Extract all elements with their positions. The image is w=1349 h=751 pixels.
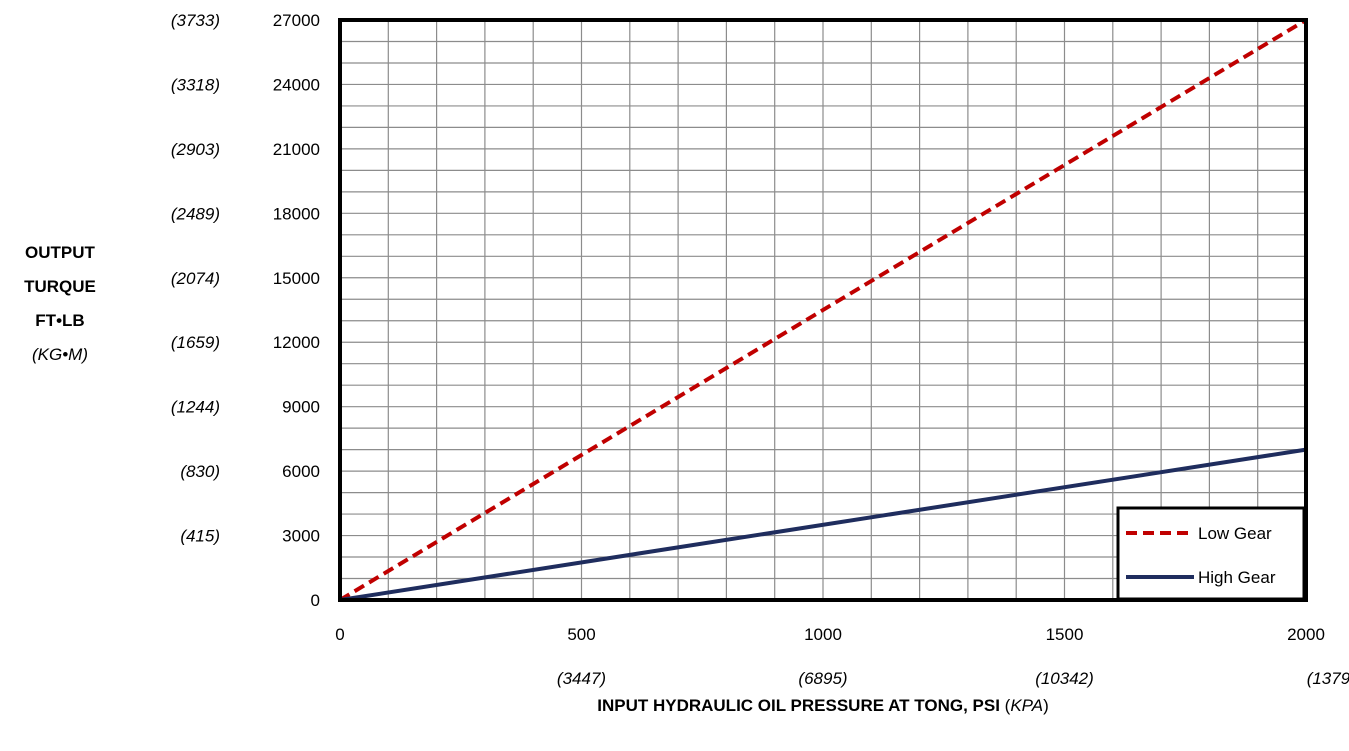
x-tick-label: 1500 — [1046, 625, 1084, 644]
y-tick-label-alt: (3733) — [171, 11, 220, 30]
legend-label-low-gear: Low Gear — [1198, 524, 1272, 543]
y-axis-label-line-1: OUTPUT — [25, 243, 96, 262]
y-tick-label-alt: (2489) — [171, 204, 220, 223]
y-tick-label: 18000 — [273, 204, 320, 223]
x-tick-label-alt: (10342) — [1035, 669, 1094, 688]
y-tick-label-alt: (1659) — [171, 333, 220, 352]
y-axis-label-line-3: FT•LB — [35, 311, 84, 330]
y-tick-label-alt: (3318) — [171, 75, 220, 94]
x-axis-label-close-paren: ) — [1043, 696, 1049, 715]
x-axis-label-open-paren: ( — [1004, 696, 1011, 715]
x-tick-label-alt: (6895) — [798, 669, 847, 688]
x-tick-label: 2000 — [1287, 625, 1325, 644]
x-axis-label: INPUT HYDRAULIC OIL PRESSURE AT TONG, PS… — [340, 696, 1306, 716]
y-tick-label: 15000 — [273, 269, 320, 288]
legend: Low Gear High Gear — [1116, 506, 1306, 601]
y-tick-label-alt: (415) — [180, 527, 220, 546]
axis-ticks: 0300060009000120001500018000210002400027… — [171, 11, 1349, 688]
series-line-low-gear — [338, 18, 1308, 602]
y-tick-label-alt: (2074) — [171, 269, 220, 288]
legend-box — [1116, 506, 1306, 601]
y-tick-label-alt: (830) — [180, 462, 220, 481]
y-tick-label: 0 — [311, 591, 320, 610]
y-tick-label: 6000 — [282, 462, 320, 481]
plot-frame — [338, 18, 1308, 602]
y-axis-label-alt-unit: (KG•M) — [32, 345, 88, 364]
series-line-high-gear — [339, 447, 1307, 602]
y-axis-label-line-2: TURQUE — [24, 277, 96, 296]
y-tick-label: 24000 — [273, 75, 320, 94]
x-tick-label: 1000 — [804, 625, 842, 644]
y-axis-label: OUTPUT TURQUE FT•LB (KG•M) — [24, 243, 96, 364]
y-tick-label: 12000 — [273, 333, 320, 352]
y-tick-label: 3000 — [282, 527, 320, 546]
y-tick-label: 9000 — [282, 398, 320, 417]
y-tick-label: 27000 — [273, 11, 320, 30]
y-tick-label-alt: (2903) — [171, 140, 220, 159]
series-layer — [338, 18, 1308, 602]
x-axis-label-unit: KPA — [1010, 696, 1044, 715]
x-axis-label-main: INPUT HYDRAULIC OIL PRESSURE AT TONG, PS… — [597, 696, 1000, 715]
x-tick-label-alt: (13790) — [1307, 669, 1349, 688]
x-tick-label: 0 — [335, 625, 344, 644]
x-tick-label: 500 — [567, 625, 595, 644]
legend-label-high-gear: High Gear — [1198, 568, 1276, 587]
y-tick-label-alt: (1244) — [171, 398, 220, 417]
x-tick-label-alt: (3447) — [557, 669, 606, 688]
y-tick-label: 21000 — [273, 140, 320, 159]
